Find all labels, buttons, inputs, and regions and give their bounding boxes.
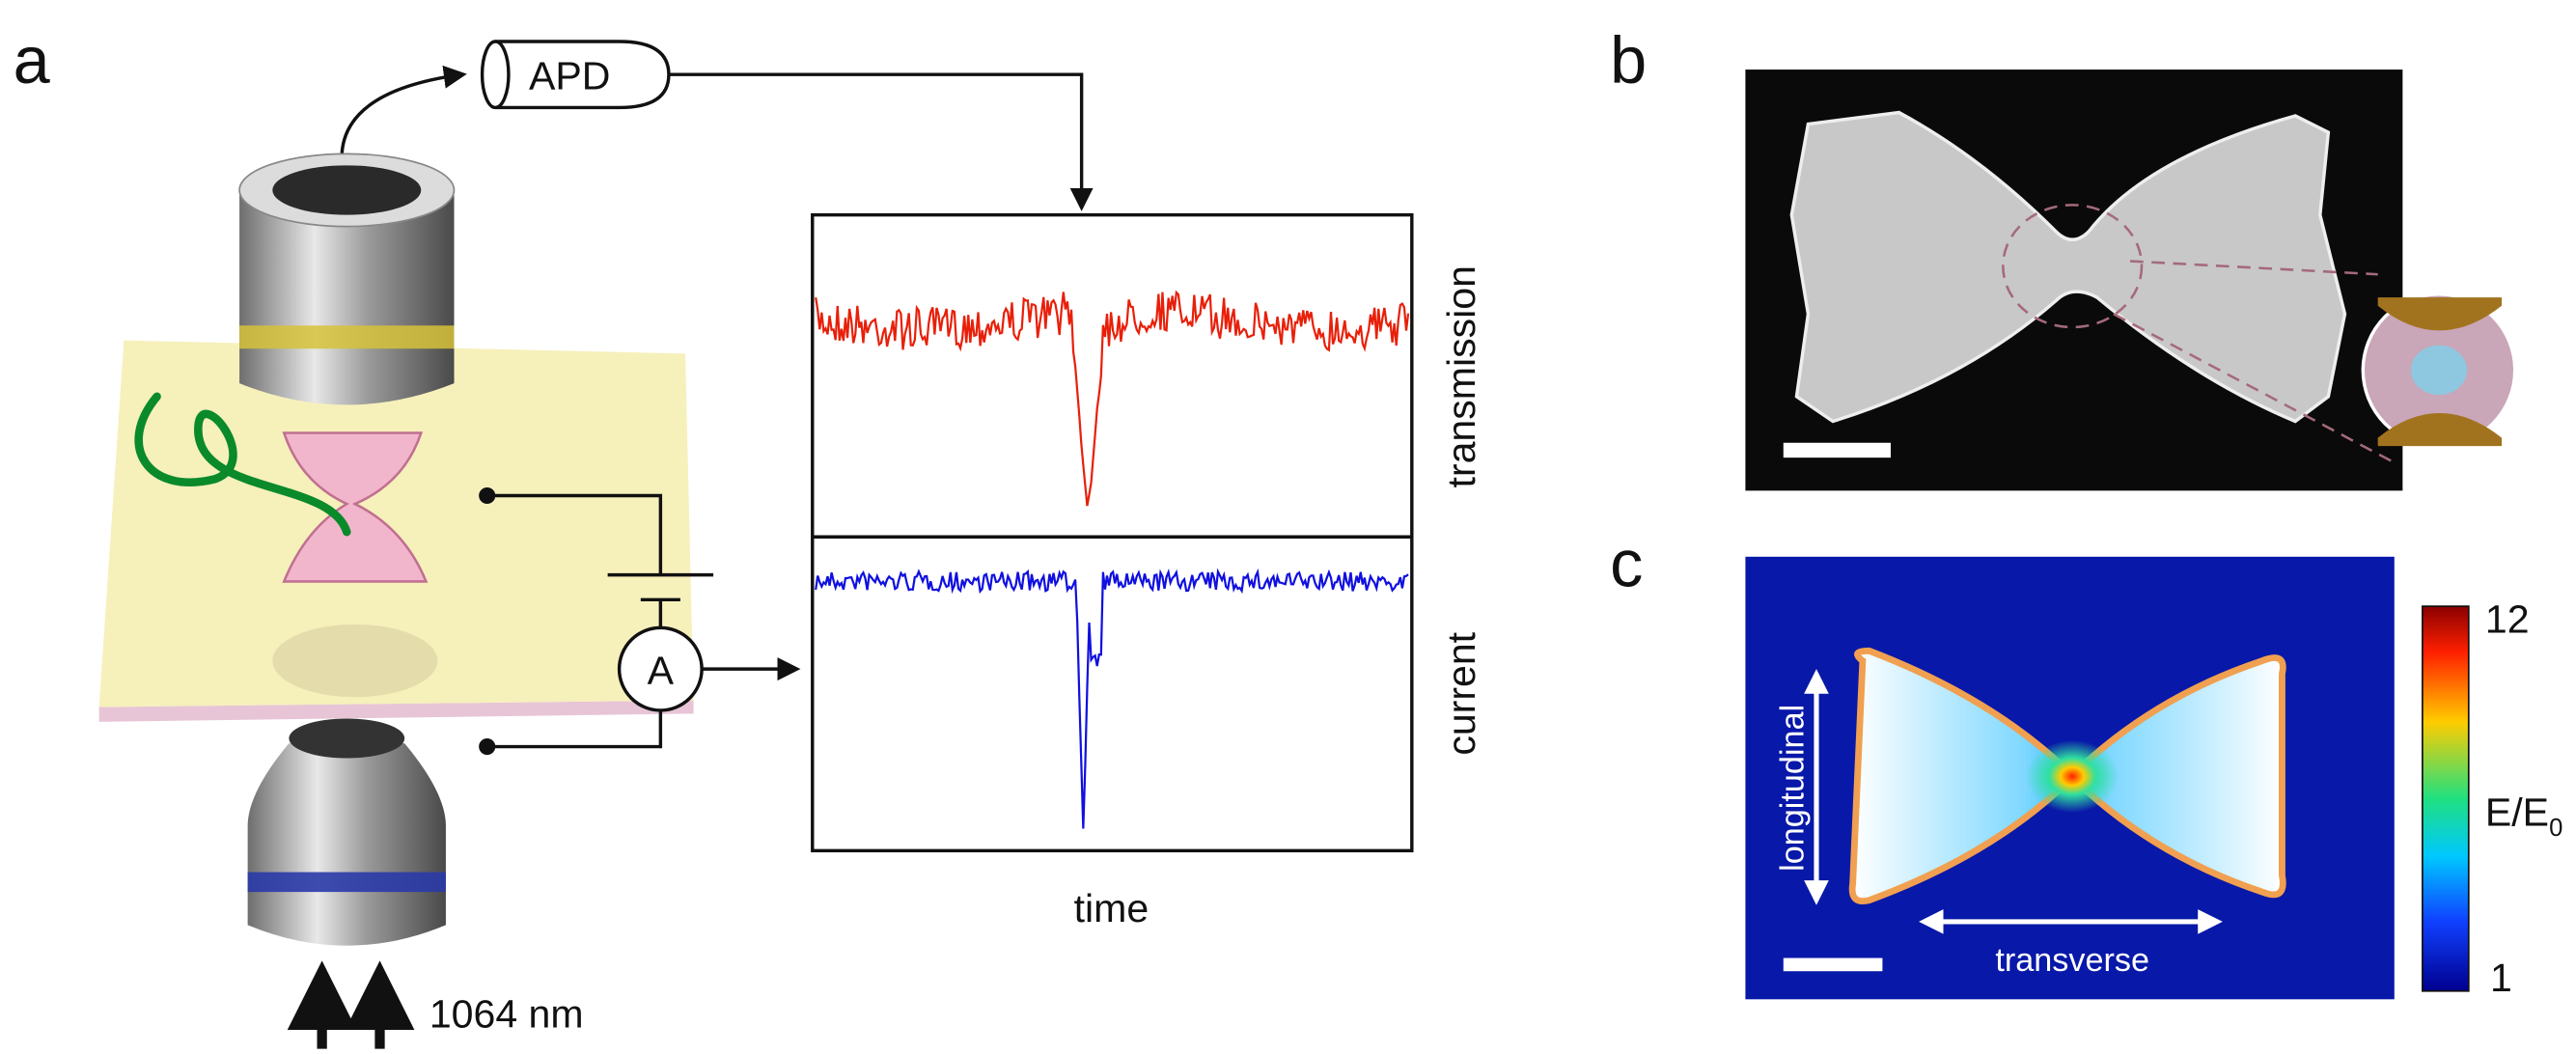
- colorbar-min: 1: [2490, 956, 2512, 1000]
- panel-label: b: [1610, 23, 1647, 97]
- colorbar-label-subscript: 0: [2549, 815, 2562, 842]
- signal-plot: [811, 212, 1414, 853]
- ammeter-label: A: [648, 649, 675, 693]
- axis-label: current: [1439, 631, 1483, 755]
- arrow: [340, 65, 467, 162]
- transmission-trace: [815, 290, 1410, 507]
- upper-objective: [238, 153, 456, 405]
- colorbar-label: E/E0: [2485, 790, 2562, 842]
- panel-label: c: [1610, 527, 1643, 601]
- chip-plate: [98, 340, 694, 722]
- current-trace: [815, 568, 1409, 829]
- laser-label: 1064 nm: [429, 991, 584, 1036]
- arrow-label: transverse: [1995, 942, 2149, 979]
- axis-label: time: [1074, 886, 1150, 930]
- arrow-label: longitudinal: [1774, 705, 1811, 872]
- apd-detector: APD: [480, 40, 671, 110]
- axis-label: transmission: [1439, 265, 1483, 487]
- panel-label: a: [14, 23, 51, 97]
- circuit: [479, 486, 801, 756]
- colorbar-label-text: E/E: [2485, 790, 2549, 835]
- sem-image: [1745, 69, 2517, 491]
- apd-label: APD: [529, 54, 610, 98]
- arrow: [668, 72, 1094, 211]
- field-map: [1745, 556, 2470, 1000]
- colorbar-max: 12: [2485, 596, 2530, 641]
- lower-objective: [247, 718, 446, 946]
